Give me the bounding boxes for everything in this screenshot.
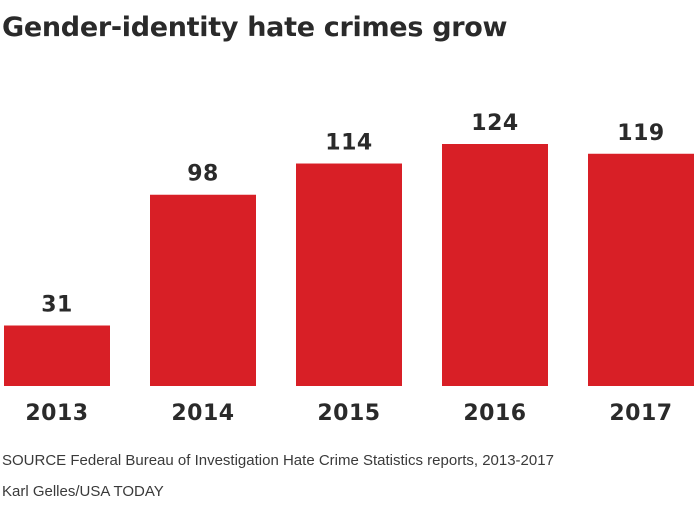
- credit-line: Karl Gelles/USA TODAY: [2, 483, 164, 500]
- category-label-2015: 2015: [317, 401, 380, 426]
- value-label-2015: 114: [325, 131, 372, 156]
- category-label-2013: 2013: [25, 401, 88, 426]
- category-label-2017: 2017: [609, 401, 672, 426]
- chart-title: Gender-identity hate crimes grow: [2, 12, 508, 43]
- category-label-2016: 2016: [463, 401, 526, 426]
- bar-2013: [4, 325, 110, 386]
- value-label-2017: 119: [617, 121, 664, 146]
- bar-chart: 31 2013 98 2014 114 2015 124 2016 119 2017: [4, 111, 694, 426]
- bar-2015: [296, 163, 402, 386]
- bar-2016: [442, 144, 548, 386]
- bar-2014: [150, 194, 256, 386]
- bar-2017: [588, 153, 694, 386]
- value-label-2013: 31: [41, 293, 73, 318]
- category-label-2014: 2014: [171, 401, 234, 426]
- value-label-2014: 98: [187, 162, 219, 187]
- value-label-2016: 124: [471, 111, 518, 136]
- source-note: SOURCE Federal Bureau of Investigation H…: [2, 452, 554, 469]
